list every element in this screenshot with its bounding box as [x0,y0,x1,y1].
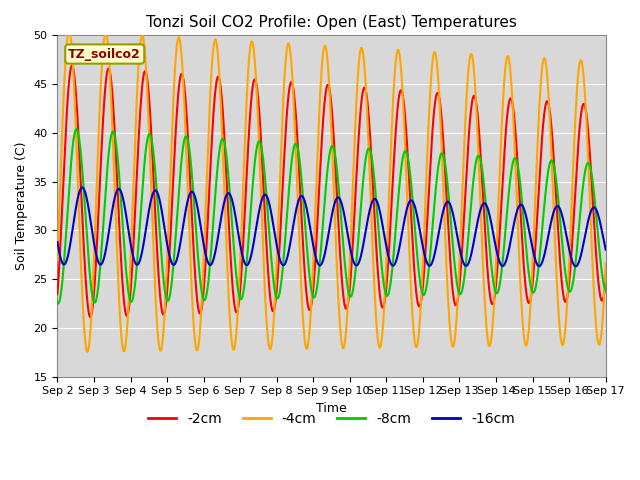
-16cm [280,262,288,268]
-16cm [54,239,61,245]
-8cm [54,300,61,306]
-2cm [85,312,93,317]
-16cm [171,261,179,267]
-4cm [54,257,61,263]
-8cm [602,288,609,293]
-4cm [428,61,436,67]
-8cm [280,245,288,251]
-16cm [78,185,86,191]
-4cm [83,349,91,355]
Line: -8cm: -8cm [58,129,605,303]
-16cm [85,208,93,214]
-4cm [602,260,609,266]
Y-axis label: Soil Temperature (C): Soil Temperature (C) [15,142,28,270]
-2cm [278,203,285,209]
Legend: -2cm, -4cm, -8cm, -16cm: -2cm, -4cm, -8cm, -16cm [143,406,520,431]
Text: TZ_soilco2: TZ_soilco2 [68,48,141,60]
-2cm [68,63,76,69]
-16cm [259,194,267,200]
-2cm [172,141,179,146]
-2cm [602,279,609,285]
-2cm [428,131,436,136]
-8cm [72,126,80,132]
-2cm [54,291,61,297]
X-axis label: Time: Time [316,402,347,415]
-8cm [172,241,179,247]
-2cm [86,314,94,320]
-16cm [428,260,436,266]
-2cm [280,150,288,156]
Line: -16cm: -16cm [58,188,605,266]
Line: -2cm: -2cm [58,66,605,317]
-4cm [278,131,285,137]
-8cm [86,267,93,273]
Line: -4cm: -4cm [58,31,605,352]
-4cm [259,248,267,253]
-16cm [572,264,580,269]
-8cm [54,300,62,306]
-8cm [278,276,285,281]
-8cm [428,227,436,233]
-4cm [172,65,179,71]
-2cm [259,177,267,183]
Title: Tonzi Soil CO2 Profile: Open (East) Temperatures: Tonzi Soil CO2 Profile: Open (East) Temp… [146,15,517,30]
-4cm [65,28,73,34]
-8cm [259,156,267,162]
-4cm [280,74,288,80]
-4cm [86,339,93,345]
-16cm [602,247,609,252]
-16cm [278,261,285,266]
